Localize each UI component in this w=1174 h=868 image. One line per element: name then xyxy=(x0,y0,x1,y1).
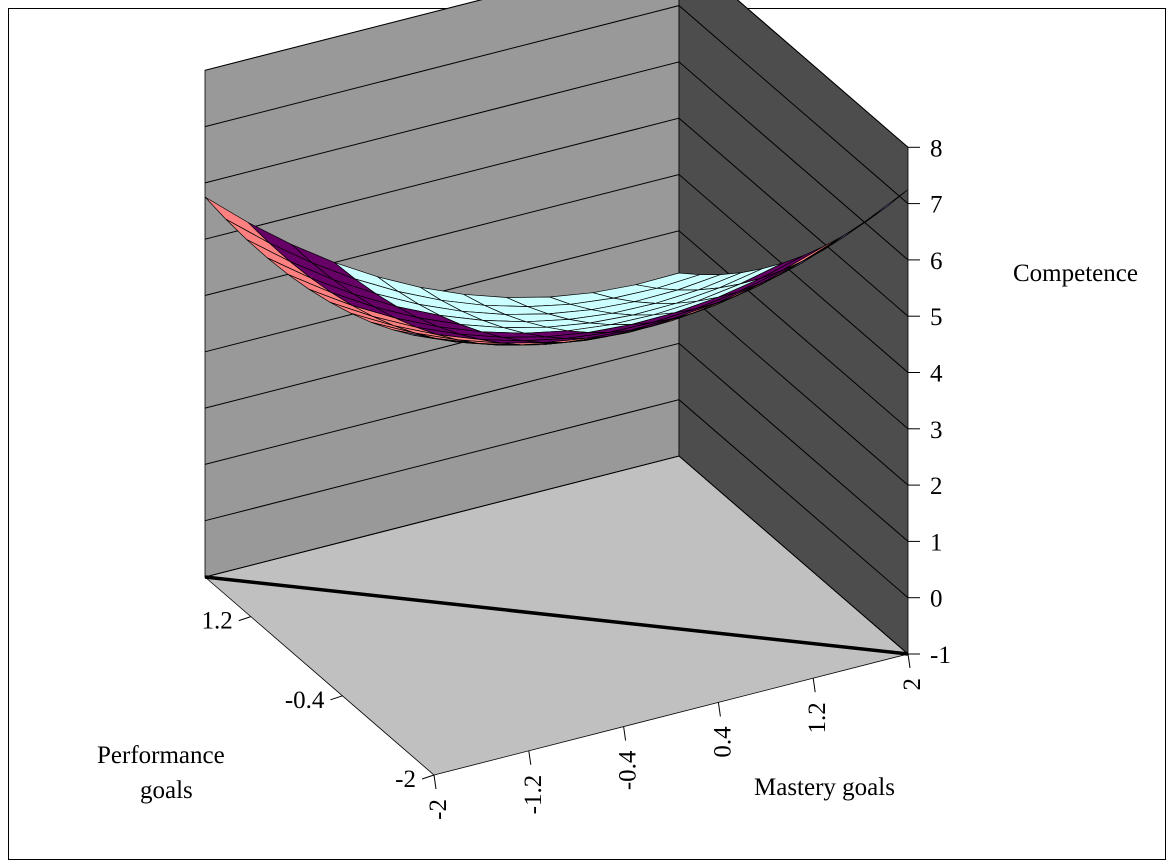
mastery-tick-label: -0.4 xyxy=(615,750,642,790)
mastery-tick xyxy=(717,702,721,717)
gridline-z xyxy=(204,399,909,599)
zero-plane-line xyxy=(204,575,909,656)
mastery-tick-label: -2 xyxy=(425,799,452,820)
mastery-tick xyxy=(623,726,627,741)
mastery-tick-label: 0.4 xyxy=(709,726,736,758)
gridline-z xyxy=(204,342,909,542)
surface-plot xyxy=(204,189,909,346)
z-tick-label: 8 xyxy=(930,135,943,162)
mastery-tick xyxy=(433,774,437,790)
performance-tick xyxy=(330,695,343,701)
performance-tick xyxy=(421,774,435,780)
mastery-tick-label: 1.2 xyxy=(804,702,831,733)
z-tick-label: 1 xyxy=(930,529,943,556)
z-axis-title: Competence xyxy=(1013,260,1138,287)
gridline-z xyxy=(204,117,909,317)
mastery-tick xyxy=(907,653,911,669)
performance-tick-label: -2 xyxy=(395,766,416,793)
x-axis-title: Mastery goals xyxy=(754,774,895,801)
gridline-z xyxy=(204,0,909,148)
z-tick-label: -1 xyxy=(930,642,951,669)
mastery-tick xyxy=(528,750,532,765)
z-tick-label: 4 xyxy=(930,361,943,388)
gridline-z xyxy=(204,5,909,204)
gridline-z xyxy=(204,173,909,373)
wall-gridlines xyxy=(204,0,909,656)
mastery-tick xyxy=(812,678,816,693)
z-tick-label: 5 xyxy=(930,304,943,331)
y-axis-title-line2: goals xyxy=(140,777,193,804)
performance-tick-label: -0.4 xyxy=(285,687,325,714)
performance-tick-label: 1.2 xyxy=(202,608,233,635)
mastery-tick-label: 2 xyxy=(899,678,926,691)
z-tick-label: 0 xyxy=(930,586,943,613)
axis-tick-labels: -1 0 1 2 3 4 5 6 7 8 -2 -1.2 -0.4 0.4 1.2 2 1.2 -0.4 -2 xyxy=(202,135,951,820)
axis-ticks xyxy=(238,146,920,790)
z-tick-label: 3 xyxy=(930,417,943,444)
mastery-tick-label: -1.2 xyxy=(520,775,547,815)
performance-tick xyxy=(238,616,251,622)
z-tick-label: 2 xyxy=(930,473,943,500)
z-tick-label: 6 xyxy=(930,248,943,275)
gridline-z xyxy=(204,455,909,655)
chart-walls xyxy=(204,0,909,776)
gridline-z xyxy=(204,61,909,261)
y-axis-title-line1: Performance xyxy=(97,742,225,769)
z-tick-label: 7 xyxy=(930,192,943,219)
surface-patch xyxy=(413,334,478,345)
